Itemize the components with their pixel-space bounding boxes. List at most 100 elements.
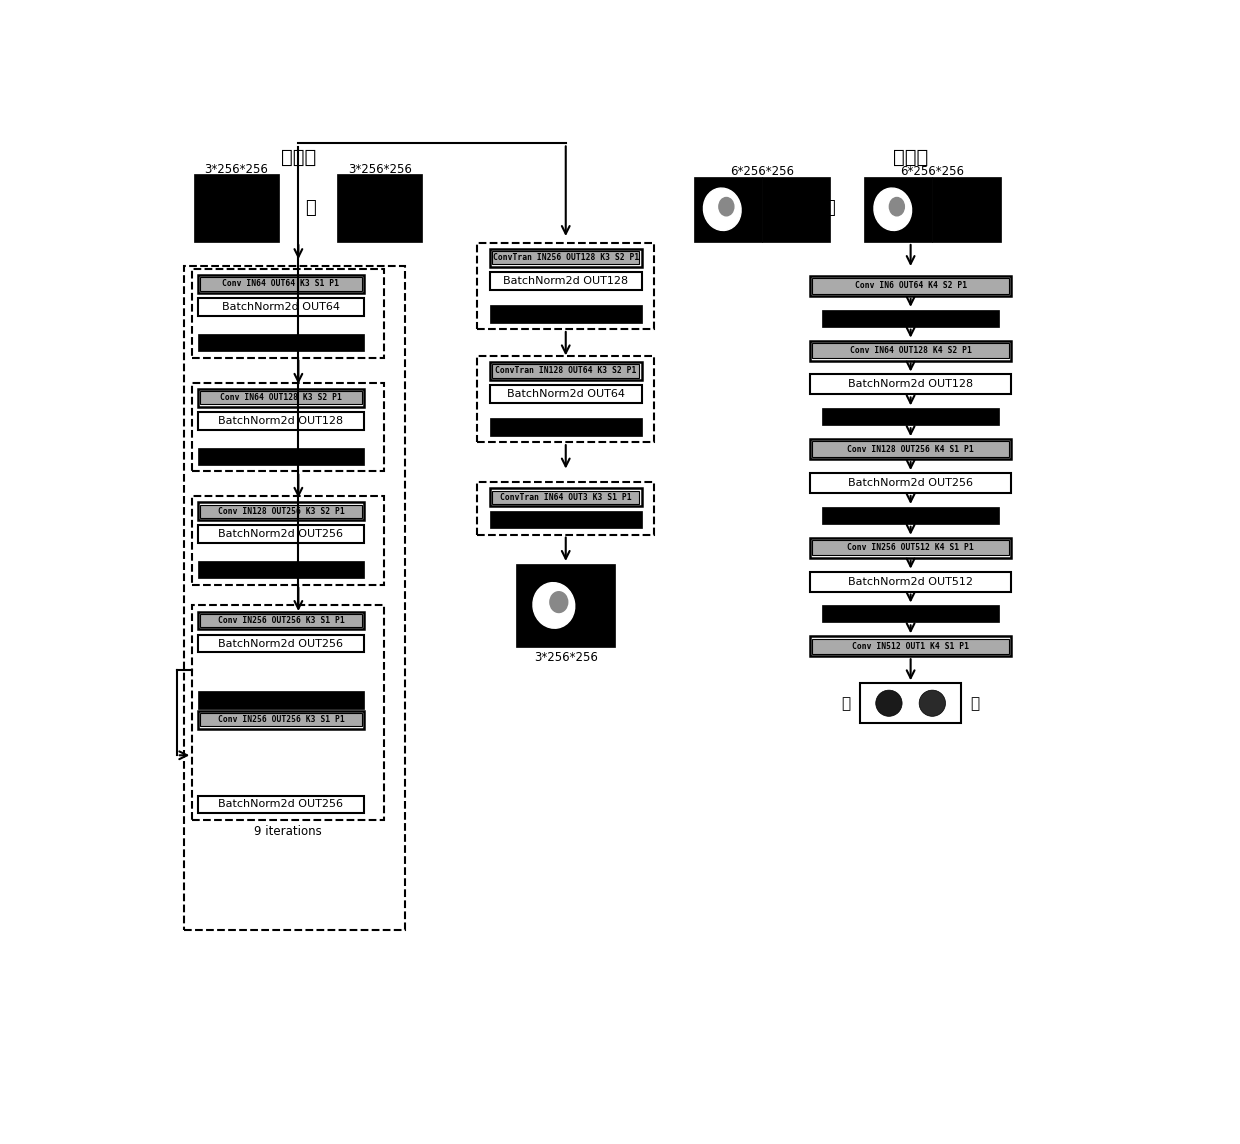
Text: BatchNorm2d OUT256: BatchNorm2d OUT256 xyxy=(218,638,343,649)
Text: Conv IN64 OUT128 K3 S2 P1: Conv IN64 OUT128 K3 S2 P1 xyxy=(219,394,342,403)
Bar xyxy=(492,491,640,503)
Text: 生成器: 生成器 xyxy=(280,148,316,167)
Bar xyxy=(492,365,640,378)
Bar xyxy=(490,249,642,267)
Bar xyxy=(810,538,1012,557)
Text: 6*256*256: 6*256*256 xyxy=(900,165,965,177)
Bar xyxy=(477,243,655,329)
Text: Conv IN256 OUT256 K3 S1 P1: Conv IN256 OUT256 K3 S1 P1 xyxy=(217,615,345,625)
Text: Conv IN256 OUT256 K3 S1 P1: Conv IN256 OUT256 K3 S1 P1 xyxy=(217,715,345,724)
Bar xyxy=(193,174,279,243)
Text: 6*256*256: 6*256*256 xyxy=(730,165,794,177)
Text: Conv IN6 OUT64 K4 S2 P1: Conv IN6 OUT64 K4 S2 P1 xyxy=(854,281,967,291)
Bar xyxy=(197,389,365,407)
Text: BatchNorm2d OUT256: BatchNorm2d OUT256 xyxy=(848,478,973,488)
Text: Conv IN512 OUT1 K4 S1 P1: Conv IN512 OUT1 K4 S1 P1 xyxy=(852,642,970,651)
Text: 3*256*256: 3*256*256 xyxy=(533,651,598,665)
Text: 3*256*256: 3*256*256 xyxy=(205,164,268,176)
Bar xyxy=(822,310,999,327)
Bar xyxy=(197,299,365,316)
Text: ConvTran IN128 OUT64 K3 S2 P1: ConvTran IN128 OUT64 K3 S2 P1 xyxy=(495,366,636,375)
Bar xyxy=(192,269,384,357)
Text: 判别器: 判别器 xyxy=(893,148,929,167)
Bar xyxy=(200,505,362,517)
Bar xyxy=(197,412,365,430)
Text: BatchNorm2d OUT64: BatchNorm2d OUT64 xyxy=(507,389,625,399)
Text: 3*256*256: 3*256*256 xyxy=(347,164,412,176)
Bar xyxy=(810,374,1012,395)
Bar xyxy=(864,176,932,243)
Bar xyxy=(490,488,642,506)
Bar xyxy=(812,278,1009,294)
Bar xyxy=(490,363,642,380)
Bar xyxy=(197,795,365,813)
Bar xyxy=(200,277,362,291)
Bar xyxy=(810,439,1012,459)
Bar xyxy=(490,272,642,289)
Bar xyxy=(192,605,384,819)
Bar xyxy=(477,356,655,443)
Text: BatchNorm2d OUT256: BatchNorm2d OUT256 xyxy=(218,800,343,810)
Bar xyxy=(192,383,384,471)
Ellipse shape xyxy=(533,582,575,628)
Text: BatchNorm2d OUT64: BatchNorm2d OUT64 xyxy=(222,302,340,312)
Bar xyxy=(810,276,1012,296)
Text: Conv IN256 OUT512 K4 S1 P1: Conv IN256 OUT512 K4 S1 P1 xyxy=(847,543,973,553)
Bar xyxy=(861,683,961,723)
Ellipse shape xyxy=(719,198,734,216)
Bar xyxy=(822,507,999,524)
Bar xyxy=(490,510,642,529)
Ellipse shape xyxy=(703,188,742,230)
Bar xyxy=(810,472,1012,493)
Circle shape xyxy=(919,690,945,716)
Text: ConvTran IN64 OUT3 K3 S1 P1: ConvTran IN64 OUT3 K3 S1 P1 xyxy=(500,493,631,502)
Text: BatchNorm2d OUT128: BatchNorm2d OUT128 xyxy=(503,276,629,286)
Text: BatchNorm2d OUT512: BatchNorm2d OUT512 xyxy=(848,577,973,587)
Circle shape xyxy=(875,690,903,716)
Text: ConvTran IN256 OUT128 K3 S2 P1: ConvTran IN256 OUT128 K3 S2 P1 xyxy=(492,253,639,262)
Text: BatchNorm2d OUT128: BatchNorm2d OUT128 xyxy=(218,416,343,426)
Bar xyxy=(810,341,1012,360)
Bar xyxy=(197,447,365,466)
Text: 或: 或 xyxy=(305,199,315,217)
Bar xyxy=(197,635,365,652)
Bar xyxy=(693,176,761,243)
Bar xyxy=(812,540,1009,555)
Bar xyxy=(200,614,362,627)
Text: BatchNorm2d OUT256: BatchNorm2d OUT256 xyxy=(218,530,343,539)
Bar xyxy=(490,305,642,323)
Text: 9 iterations: 9 iterations xyxy=(254,825,322,837)
Bar xyxy=(197,691,365,708)
Bar xyxy=(197,334,365,351)
Bar xyxy=(197,612,365,629)
Bar xyxy=(197,502,365,521)
Bar xyxy=(192,496,384,585)
Text: Conv IN128 OUT256 K3 S2 P1: Conv IN128 OUT256 K3 S2 P1 xyxy=(217,507,345,516)
Bar xyxy=(337,174,423,243)
Bar xyxy=(200,391,362,405)
Bar xyxy=(822,605,999,622)
Bar xyxy=(477,483,655,534)
Bar xyxy=(200,713,362,726)
Bar xyxy=(812,442,1009,456)
Bar xyxy=(812,343,1009,358)
Text: 或: 或 xyxy=(823,199,835,217)
Bar xyxy=(810,636,1012,657)
Bar xyxy=(490,386,642,403)
Ellipse shape xyxy=(874,188,911,230)
Bar xyxy=(761,176,830,243)
Text: 真: 真 xyxy=(842,696,851,710)
Text: Conv IN64 OUT128 K4 S2 P1: Conv IN64 OUT128 K4 S2 P1 xyxy=(849,347,972,355)
Text: 假: 假 xyxy=(971,696,980,710)
Bar xyxy=(197,275,365,293)
Bar xyxy=(490,419,642,436)
Bar xyxy=(197,710,365,729)
Bar xyxy=(932,176,1001,243)
Text: Conv IN64 OUT64 K3 S1 P1: Conv IN64 OUT64 K3 S1 P1 xyxy=(222,279,340,288)
Bar xyxy=(812,638,1009,654)
Text: Conv IN128 OUT256 K4 S1 P1: Conv IN128 OUT256 K4 S1 P1 xyxy=(847,445,973,454)
Bar xyxy=(822,408,999,426)
Text: BatchNorm2d OUT128: BatchNorm2d OUT128 xyxy=(848,380,973,389)
Ellipse shape xyxy=(889,198,904,216)
Bar xyxy=(197,561,365,579)
